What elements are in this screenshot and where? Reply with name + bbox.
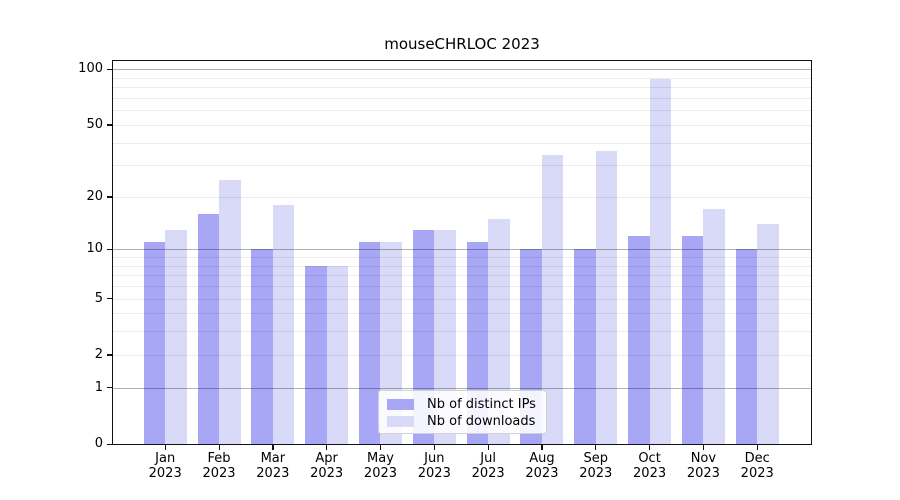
y-tick-mark: [107, 68, 113, 71]
gridline-major: [113, 387, 811, 389]
bar-downloads-dec: [757, 224, 779, 444]
legend-label-distinct-ips: Nb of distinct IPs: [427, 397, 536, 412]
x-tick-mark: [756, 444, 758, 450]
gridline-minor: [113, 165, 811, 167]
gridline-minor: [113, 87, 811, 89]
y-tick-mark: [107, 298, 113, 300]
y-tick-label: 5: [94, 290, 103, 306]
x-tick-mark: [218, 444, 220, 450]
x-tick-mark: [433, 444, 435, 450]
legend-label-downloads: Nb of downloads: [427, 414, 536, 429]
y-tick-label: 0: [94, 436, 103, 451]
x-tick-label-jul: Jul 2023: [471, 451, 505, 481]
gridline-minor: [113, 110, 811, 112]
bar-distinct-ips-dec: [735, 249, 758, 444]
x-tick-mark: [379, 444, 382, 450]
x-tick-mark: [702, 444, 705, 450]
x-tick-mark: [541, 444, 543, 450]
gridline-minor: [113, 331, 811, 333]
y-tick-label: 10: [86, 241, 103, 257]
gridline-minor: [113, 77, 811, 79]
y-tick-label: 1: [94, 379, 103, 395]
bar-distinct-ips-nov: [681, 235, 704, 444]
legend-swatch-downloads: [387, 416, 414, 427]
bar-distinct-ips-mar: [251, 249, 273, 444]
gridline-minor: [113, 265, 811, 267]
bar-downloads-mar: [272, 205, 295, 444]
gridline-minor: [113, 354, 811, 356]
y-tick-label: 20: [86, 188, 103, 204]
y-tick-label: 50: [86, 116, 103, 132]
bar-downloads-sep: [595, 150, 618, 444]
y-tick-mark: [107, 124, 113, 126]
y-tick-mark: [107, 354, 113, 356]
x-tick-label-nov: Nov 2023: [686, 451, 720, 481]
gridline-minor: [113, 124, 811, 126]
x-tick-mark: [649, 444, 651, 450]
bar-downloads-nov: [703, 209, 725, 444]
legend-item-downloads: Nb of downloads: [387, 413, 546, 430]
gridline-minor: [113, 313, 811, 315]
gridline-minor: [113, 286, 811, 288]
x-tick-label-sep: Sep 2023: [579, 451, 613, 481]
bar-downloads-apr: [326, 265, 349, 444]
bar-distinct-ips-oct: [628, 235, 650, 444]
legend-item-distinct-ips: Nb of distinct IPs: [387, 396, 546, 413]
x-tick-label-dec: Dec 2023: [740, 451, 774, 481]
gridline-major: [113, 249, 811, 251]
x-tick-mark: [164, 444, 166, 450]
bar-distinct-ips-feb: [197, 214, 220, 444]
gridline-major: [113, 69, 811, 71]
y-tick-mark: [107, 248, 113, 251]
bar-downloads-oct: [649, 78, 672, 444]
y-tick-label: 100: [78, 61, 103, 77]
gridline-minor: [113, 275, 811, 277]
x-tick-label-oct: Oct 2023: [633, 451, 667, 481]
y-tick-mark: [107, 196, 113, 198]
gridline-minor: [113, 257, 811, 259]
x-tick-label-mar: Mar 2023: [256, 451, 290, 481]
x-tick-mark: [595, 444, 597, 450]
gridline-minor: [113, 298, 811, 300]
x-tick-label-apr: Apr 2023: [310, 451, 344, 481]
chart-title: mouseCHRLOC 2023: [384, 35, 540, 53]
gridline-minor: [113, 196, 811, 198]
plot-area: [112, 60, 812, 445]
x-tick-label-may: May 2023: [363, 451, 398, 481]
x-tick-mark: [272, 444, 274, 450]
x-tick-mark: [487, 444, 489, 450]
x-tick-mark: [326, 444, 328, 450]
bar-downloads-feb: [219, 179, 241, 444]
y-tick-mark: [107, 443, 113, 445]
bar-downloads-jan: [165, 229, 187, 444]
x-tick-label-jan: Jan 2023: [148, 451, 182, 481]
legend: Nb of distinct IPs Nb of downloads: [378, 390, 547, 434]
gridline-minor: [113, 97, 811, 99]
bar-distinct-ips-apr: [305, 265, 327, 444]
x-tick-label-feb: Feb 2023: [202, 451, 236, 481]
bar-distinct-ips-sep: [574, 249, 596, 444]
y-tick-mark: [107, 387, 113, 389]
x-tick-label-aug: Aug 2023: [525, 451, 559, 481]
y-tick-label: 2: [94, 346, 103, 362]
x-tick-label-jun: Jun 2023: [417, 451, 451, 481]
legend-swatch-distinct-ips: [387, 399, 414, 410]
gridline-minor: [113, 142, 811, 144]
bar-distinct-ips-jan: [143, 242, 166, 444]
